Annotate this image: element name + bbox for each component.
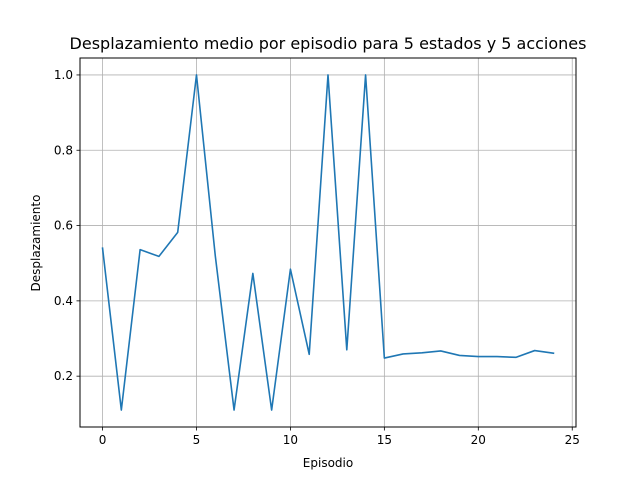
data-point (477, 356, 479, 358)
data-point (346, 349, 348, 351)
x-tick-label: 25 (565, 433, 580, 447)
y-tick-label: 1.0 (54, 68, 73, 82)
y-tick-label: 0.6 (54, 219, 73, 233)
plot-area-background (80, 58, 576, 427)
y-tick-label: 0.8 (54, 143, 73, 157)
data-point (383, 357, 385, 359)
x-tick-label: 5 (193, 433, 201, 447)
x-tick-label: 15 (377, 433, 392, 447)
x-tick-label: 10 (283, 433, 298, 447)
data-point (553, 352, 555, 354)
data-point (120, 409, 122, 411)
y-tick-label: 0.2 (54, 369, 73, 383)
data-point (214, 255, 216, 257)
series-layer (101, 74, 555, 411)
data-point (290, 268, 292, 270)
data-point (102, 247, 104, 249)
data-point (158, 256, 160, 258)
x-tick-label: 20 (471, 433, 486, 447)
data-point (365, 74, 367, 76)
x-axis-ticks: 0 5 10 15 20 25 (99, 427, 580, 447)
x-axis-label: Episodio (303, 456, 353, 470)
data-point (327, 74, 329, 76)
data-point (534, 350, 536, 352)
data-point (459, 355, 461, 357)
data-point (440, 350, 442, 352)
x-tick-label: 0 (99, 433, 107, 447)
series-line-0 (101, 74, 555, 411)
data-point (139, 249, 141, 251)
data-point (308, 353, 310, 355)
y-tick-label: 0.4 (54, 294, 73, 308)
data-point (402, 353, 404, 355)
data-point (252, 272, 254, 274)
data-point (421, 352, 423, 354)
data-point (515, 356, 517, 358)
plot-frame (79, 57, 577, 428)
data-point (177, 231, 179, 233)
data-point (496, 356, 498, 358)
data-point (233, 409, 235, 411)
y-axis-label: Desplazamiento (29, 195, 43, 292)
y-axis-ticks: 0.2 0.4 0.6 0.8 1.0 (54, 68, 80, 383)
data-point (271, 409, 273, 411)
chart-title: Desplazamiento medio por episodio para 5… (70, 34, 587, 53)
data-point (196, 74, 198, 76)
